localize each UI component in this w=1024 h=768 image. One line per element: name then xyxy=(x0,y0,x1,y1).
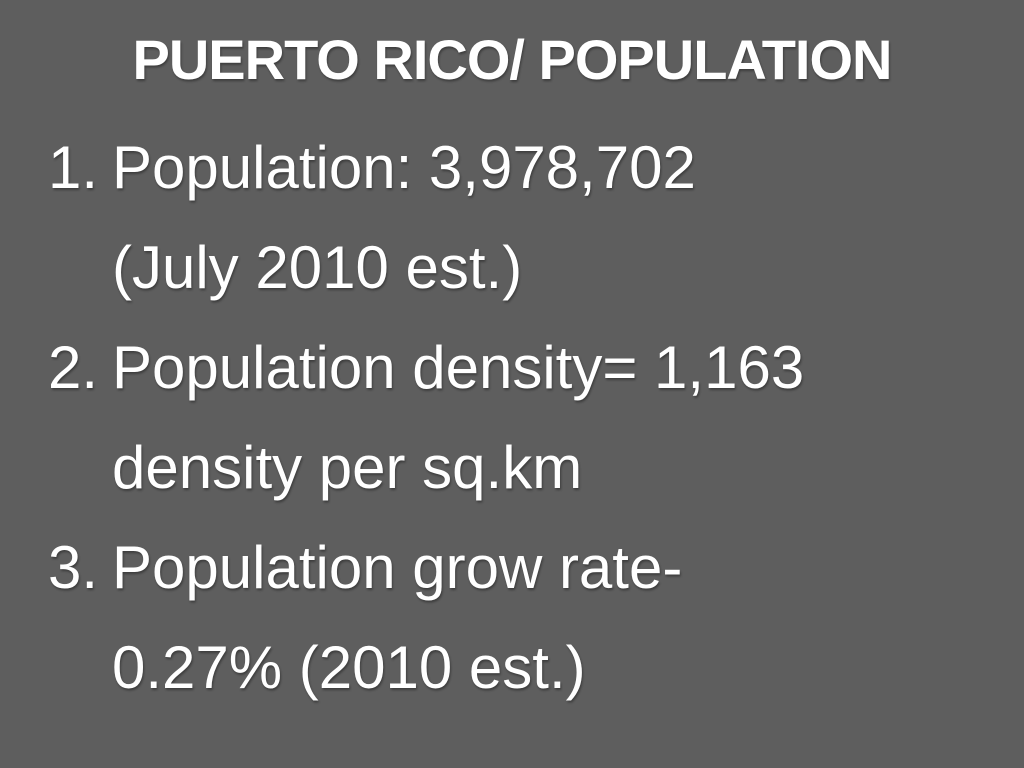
slide-title: PUERTO RICO/ POPULATION xyxy=(132,28,893,91)
item-text: Population: 3,978,702 xyxy=(112,134,696,201)
numbered-list: 1. Population: 3,978,702 (July 2010 est.) 2… xyxy=(0,118,1024,718)
item-number: 1. xyxy=(47,134,98,201)
item-text: Population grow rate- xyxy=(112,534,683,601)
item-text: density per sq.km xyxy=(112,434,583,501)
item-number: 3. xyxy=(47,534,98,601)
item-number: 2. xyxy=(47,334,98,401)
list-item: 2. Population density= 1,163 density per s… xyxy=(0,318,1024,518)
item-text: (July 2010 est.) xyxy=(112,234,523,301)
list-item: 3. Population grow rate- 0.27% (2010 est.) xyxy=(0,518,1024,718)
item-text: Population density= 1,163 xyxy=(112,334,805,401)
item-text: 0.27% (2010 est.) xyxy=(112,634,586,701)
list-item: 1. Population: 3,978,702 (July 2010 est.) xyxy=(0,118,1024,318)
